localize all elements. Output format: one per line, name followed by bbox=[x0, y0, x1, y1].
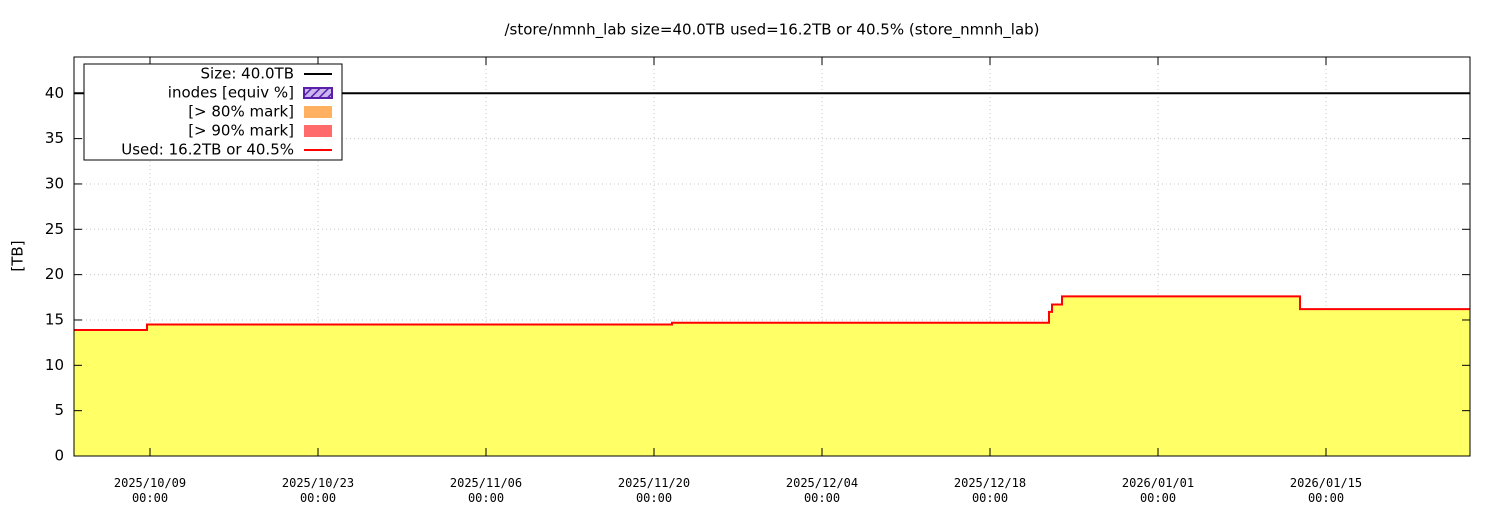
x-tick-label: 2026/01/15 00:00 bbox=[1289, 476, 1363, 505]
y-tick-label: 20 bbox=[45, 265, 64, 283]
x-tick-label: 2025/12/04 00:00 bbox=[785, 476, 859, 505]
x-tick-label: 2025/10/23 00:00 bbox=[281, 476, 355, 505]
x-tick-label: 2025/10/09 00:00 bbox=[113, 476, 187, 505]
legend-label: [> 90% mark] bbox=[188, 122, 294, 140]
legend-label: [> 80% mark] bbox=[188, 103, 294, 121]
legend-swatch bbox=[304, 106, 332, 118]
legend-label: Size: 40.0TB bbox=[201, 65, 294, 83]
legend-box bbox=[83, 63, 343, 161]
y-axis-label: [TB] bbox=[9, 240, 27, 271]
legend-swatch bbox=[304, 125, 332, 137]
axes: 0 5 10 15 20 25 30 35 40 bbox=[45, 56, 1471, 465]
x-tick-label: 2025/12/18 00:00 bbox=[953, 476, 1027, 505]
y-tick-label: 0 bbox=[54, 447, 64, 465]
x-tick-label: 2026/01/01 00:00 bbox=[1121, 476, 1195, 505]
legend-label: Used: 16.2TB or 40.5% bbox=[121, 141, 294, 159]
x-tick-label: 2025/11/20 00:00 bbox=[617, 476, 691, 505]
y-tick-label: 10 bbox=[45, 356, 64, 374]
y-tick-label: 15 bbox=[45, 310, 64, 328]
y-tick-label: 35 bbox=[45, 129, 64, 147]
y-tick-label: 30 bbox=[45, 174, 64, 192]
chart-title: /store/nmnh_lab size=40.0TB used=16.2TB … bbox=[504, 21, 1039, 40]
legend-swatch bbox=[303, 87, 333, 99]
y-tick-label: 25 bbox=[45, 220, 64, 238]
plot-frame bbox=[73, 56, 1471, 457]
y-tick-label: 5 bbox=[54, 401, 64, 419]
legend-label: inodes [equiv %] bbox=[168, 84, 294, 102]
series-line bbox=[74, 295, 1470, 331]
x-tick-label: 2025/11/06 00:00 bbox=[449, 476, 523, 505]
used-area bbox=[74, 296, 1470, 456]
y-tick-label: 40 bbox=[45, 84, 64, 102]
data-layer bbox=[74, 92, 1470, 456]
